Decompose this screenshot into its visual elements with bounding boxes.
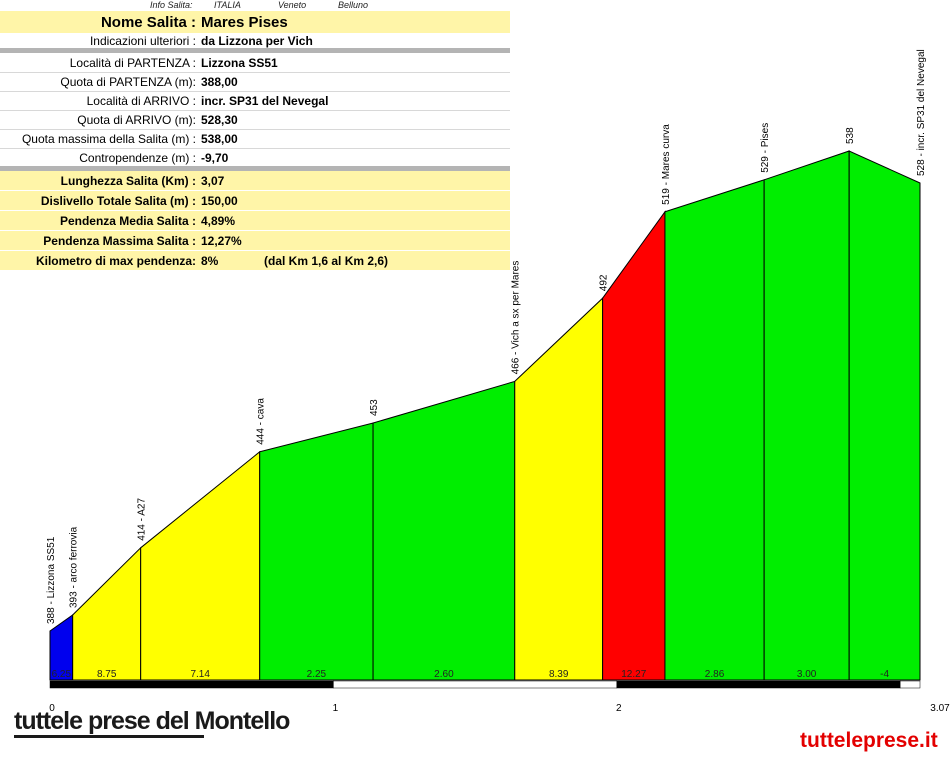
point-label: 529 - Pises: [760, 123, 771, 173]
point-label: 453: [369, 399, 380, 416]
point-label: 528 - incr. SP31 del Nevegal: [916, 49, 927, 176]
km-scale-segment: [333, 680, 618, 689]
info-header-province: Belluno: [338, 0, 369, 10]
profile-segment: [602, 210, 666, 681]
logo-left-text: tuttele prese del Montello: [14, 707, 290, 735]
row-length: Lunghezza Salita (Km) : 3,07: [0, 171, 510, 191]
row-max-altitude: Quota massima della Salita (m) : 538,00: [0, 129, 510, 149]
row-start-altitude: Quota di PARTENZA (m): 388,00: [0, 72, 510, 92]
max-grade-km-value: 8%: [201, 254, 219, 268]
profile-segment: [763, 150, 850, 681]
row-max-grade-km: Kilometro di max pendenza: 8% (dal Km 1,…: [0, 251, 510, 271]
km-scale-segment: [49, 680, 334, 689]
segment-grade-label: 7.14: [190, 669, 210, 680]
end-location-value: incr. SP31 del Nevegal: [201, 94, 329, 108]
total-climb-value: 150,00: [201, 194, 238, 208]
segment-grade-label: 6.25: [52, 669, 72, 680]
start-altitude-value: 388,00: [201, 75, 238, 89]
info-header-country: ITALIA: [214, 0, 241, 10]
segment-grade-label: 3.00: [797, 669, 817, 680]
point-label: 519 - Mares curva: [661, 124, 672, 205]
point-label: 388 - Lizzona SS51: [46, 536, 57, 624]
avg-grade-value: 4,89%: [201, 214, 236, 228]
profile-segment: [372, 380, 516, 681]
info-header-label: Info Salita:: [150, 0, 193, 10]
point-label: 492: [599, 274, 610, 291]
notes-label: Indicazioni ulteriori :: [89, 34, 196, 48]
row-climb-name: Nome Salita : Mares Pises: [0, 11, 510, 33]
segment-grade-label: -4: [880, 669, 889, 680]
km-scale-segment: [616, 680, 901, 689]
max-altitude-label: Quota massima della Salita (m) :: [21, 132, 196, 146]
counter-slope-value: -9,70: [201, 151, 229, 165]
km-scale-segment: [899, 680, 921, 689]
x-tick-label: 2: [616, 703, 622, 714]
row-end-location: Località di ARRIVO : incr. SP31 del Neve…: [0, 91, 510, 111]
start-location-label: Località di PARTENZA :: [69, 56, 196, 70]
logo-underline: [14, 735, 204, 738]
row-avg-grade: Pendenza Media Salita : 4,89%: [0, 211, 510, 231]
x-tick-label: 0: [49, 703, 55, 714]
tutteleprese-montello-logo: tuttele prese del Montello: [14, 707, 290, 738]
profile-segment: [140, 450, 261, 681]
point-label: 444 - cava: [256, 398, 267, 445]
notes-value: da Lizzona per Vich: [201, 34, 313, 48]
profile-segment: [259, 422, 374, 681]
segment-grade-label: 2.25: [307, 669, 327, 680]
end-altitude-label: Quota di ARRIVO (m):: [77, 113, 196, 127]
x-tick-label: 3.07: [930, 703, 950, 714]
segment-grade-label: 2.60: [434, 669, 454, 680]
max-grade-km-note: (dal Km 1,6 al Km 2,6): [264, 254, 389, 268]
climb-name-label: Nome Salita :: [100, 14, 196, 31]
row-end-altitude: Quota di ARRIVO (m): 528,30: [0, 110, 510, 130]
segment-grade-label: 8.75: [97, 669, 117, 680]
total-climb-label: Dislivello Totale Salita (m) :: [40, 194, 196, 208]
max-grade-km-label: Kilometro di max pendenza:: [35, 254, 196, 268]
segment-grade-label: 2.86: [705, 669, 725, 680]
point-label: 466 - Vich a sx per Mares: [511, 261, 522, 375]
length-value: 3,07: [201, 174, 225, 188]
max-grade-value: 12,27%: [201, 234, 242, 248]
point-label: 414 - A27: [137, 498, 148, 541]
length-label: Lunghezza Salita (Km) :: [60, 174, 196, 188]
separator-1: [0, 48, 510, 53]
x-tick-label: 1: [333, 703, 339, 714]
profile-segment: [514, 297, 604, 681]
end-location-label: Località di ARRIVO :: [86, 94, 196, 108]
tutteleprese-site-logo: tutteleprese.it: [800, 729, 938, 752]
start-altitude-label: Quota di PARTENZA (m):: [60, 75, 196, 89]
info-header-region: Veneto: [278, 0, 307, 10]
avg-grade-label: Pendenza Media Salita :: [59, 214, 196, 228]
start-location-value: Lizzona SS51: [201, 56, 278, 70]
segment-grade-label: 8.39: [549, 669, 569, 680]
max-grade-label: Pendenza Massima Salita :: [43, 234, 196, 248]
end-altitude-value: 528,30: [201, 113, 238, 127]
profile-segment: [72, 546, 142, 681]
point-label: 538: [845, 127, 856, 144]
row-max-grade: Pendenza Massima Salita : 12,27%: [0, 231, 510, 251]
profile-segment: [848, 150, 921, 681]
profile-segment: [664, 179, 765, 681]
max-altitude-value: 538,00: [201, 132, 238, 146]
climb-name-value: Mares Pises: [201, 14, 288, 31]
point-label: 393 - arco ferrovia: [69, 526, 80, 608]
counter-slope-label: Contropendenze (m) :: [79, 151, 196, 165]
row-start-location: Località di PARTENZA : Lizzona SS51: [0, 53, 510, 73]
segment-grade-label: 12.27: [621, 669, 646, 680]
separator-2: [0, 166, 510, 171]
row-total-climb: Dislivello Totale Salita (m) : 150,00: [0, 191, 510, 211]
